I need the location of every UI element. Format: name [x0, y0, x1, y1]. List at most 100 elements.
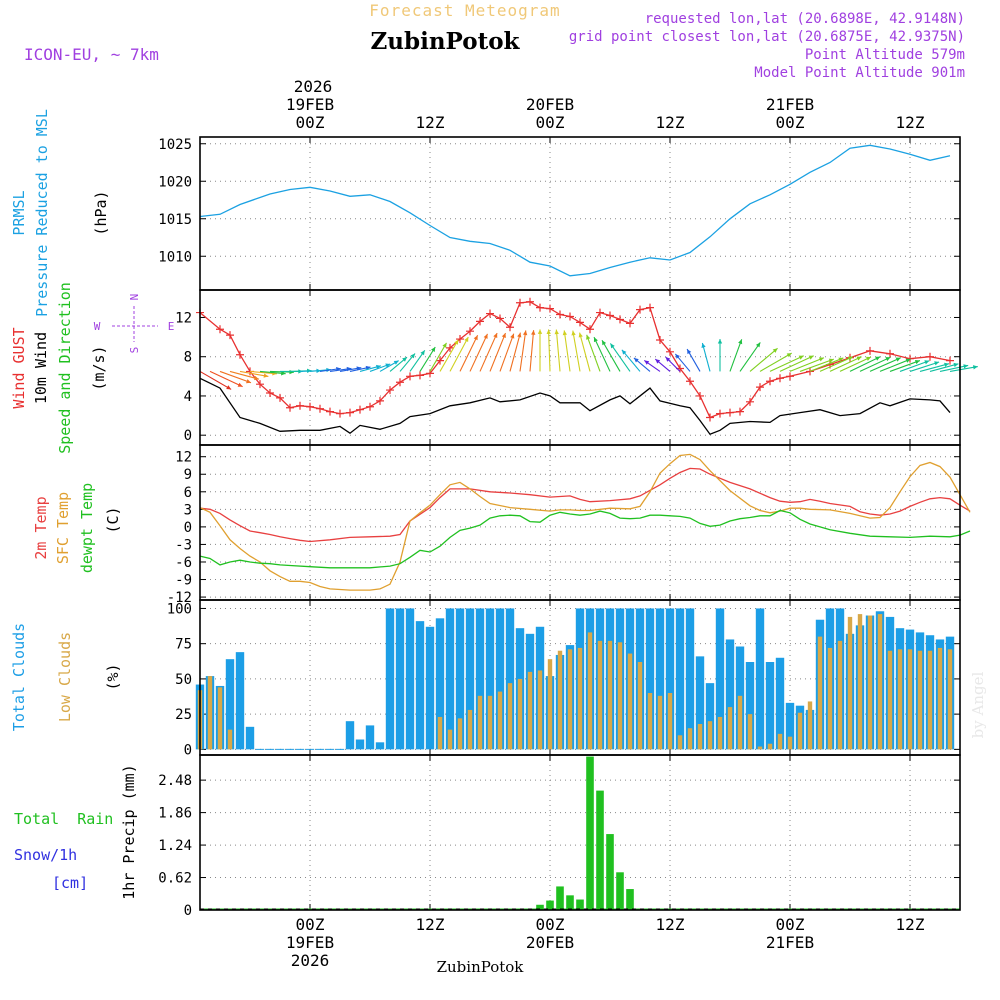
- gust-marker: [726, 408, 734, 417]
- total-cloud-bar: [495, 608, 505, 750]
- wind-arrow-head: [375, 364, 381, 370]
- wind-arrow-head: [571, 330, 576, 336]
- wind-arrow-head: [856, 356, 862, 361]
- wind-arrow: [547, 329, 551, 372]
- low-cloud-bar: [467, 709, 473, 750]
- total-cloud-bar: [715, 608, 725, 750]
- low-cloud-bar: [747, 714, 753, 750]
- panel-2: -12-9 -6 -30 36 912: [167, 444, 971, 606]
- panel-frame: [199, 289, 961, 446]
- wind-arrow-head: [246, 379, 252, 384]
- gust-marker: [906, 354, 914, 363]
- y-tick-label: 2.48: [158, 773, 192, 789]
- low-cloud-bar: [697, 724, 703, 750]
- gust-marker: [226, 331, 234, 340]
- y-tick-label: 8: [184, 350, 192, 366]
- wind-arrow-head: [934, 361, 940, 366]
- total-cloud-bar: [775, 657, 785, 750]
- low-cloud-bar: [717, 716, 723, 750]
- top-date-label: 21FEB: [766, 95, 814, 114]
- point-altitude: Point Altitude 579m: [805, 47, 965, 63]
- low-cloud-bar: [677, 735, 683, 750]
- gust-marker: [746, 397, 754, 406]
- series-line-wind-gust: [199, 301, 951, 419]
- wind-arrow-head: [226, 385, 232, 390]
- wind-arrow-head: [554, 329, 559, 335]
- gust-marker: [506, 323, 514, 332]
- y-tick-label: 3: [184, 502, 192, 518]
- wind-arrow: [586, 334, 601, 372]
- gust-marker: [576, 318, 584, 327]
- total-cloud-bar: [435, 618, 445, 750]
- y-tick-label: 1020: [158, 174, 192, 190]
- low-cloud-bar: [837, 640, 843, 750]
- precip-bar: [576, 899, 584, 910]
- compass-e: E: [168, 320, 175, 333]
- y-tick-label: 0: [184, 742, 192, 758]
- gust-marker: [766, 377, 774, 386]
- wind-arrow-head: [655, 359, 661, 364]
- low-cloud-bar: [777, 733, 783, 750]
- wind-arrow: [809, 357, 844, 372]
- total-cloud-bar: [675, 608, 685, 750]
- low-cloud-bar: [597, 640, 603, 750]
- requested-point: requested lon,lat (20.6898E, 42.9148N): [645, 11, 965, 27]
- series-line-dewpt-temp: [199, 509, 971, 569]
- low-cloud-bar: [847, 616, 853, 750]
- wind-arrow: [459, 335, 479, 372]
- wind-arrow: [509, 332, 521, 372]
- wind-arrow-head: [924, 360, 930, 365]
- wind-arrow-head: [501, 333, 506, 339]
- wind-gust-label: Wind GUST: [10, 327, 28, 408]
- gust-marker: [376, 396, 384, 405]
- wind-arrow-head: [402, 357, 408, 362]
- wind-arrow: [949, 365, 978, 372]
- wind-arrow: [919, 363, 950, 372]
- wind-arrow-head: [593, 337, 598, 343]
- wind-unit-label: (m/s): [90, 345, 108, 390]
- panel-3: 0 25 50 75 100: [167, 599, 961, 758]
- wind-arrow-head: [738, 339, 743, 345]
- total-cloud-bar: [755, 608, 765, 750]
- low-cloud-bar: [217, 687, 223, 750]
- low-cloud-bar: [447, 729, 453, 750]
- bottom-hour-label: 00Z: [296, 915, 325, 934]
- low-cloud-bar: [537, 670, 543, 750]
- wind-arrow-head: [875, 356, 881, 361]
- total-cloud-bar: [745, 662, 755, 750]
- wind-arrow-head: [431, 347, 436, 352]
- low-cloud-bar: [587, 632, 593, 750]
- wind-arrow: [489, 332, 507, 372]
- wind-arrow: [701, 342, 711, 372]
- gust-marker: [616, 315, 624, 324]
- low-clouds-label: Low Clouds: [56, 632, 74, 722]
- gust-marker: [286, 403, 294, 412]
- gust-marker: [786, 372, 794, 381]
- gust-marker: [596, 308, 604, 317]
- total-cloud-bar: [425, 626, 435, 750]
- gust-marker: [606, 311, 614, 320]
- y-tick-label: 6: [184, 485, 192, 501]
- year-bottom: 2026: [291, 951, 330, 970]
- model-altitude: Model Point Altitude 901m: [754, 65, 965, 81]
- gust-marker: [926, 352, 934, 361]
- wind-arrow-head: [963, 364, 969, 369]
- gust-marker: [546, 304, 554, 313]
- low-cloud-bar: [737, 695, 743, 750]
- gust-marker: [626, 319, 634, 328]
- gust-marker: [336, 409, 344, 418]
- y-tick-label: -6: [175, 555, 192, 571]
- wind-arrow: [479, 332, 498, 372]
- total-cloud-bar: [655, 608, 665, 750]
- prmsl-unit-label: (hPa): [92, 190, 110, 235]
- total-cloud-bar: [395, 608, 405, 750]
- total-cloud-bar: [465, 608, 475, 750]
- y-tick-label: 1010: [158, 249, 192, 265]
- wind-arrow: [869, 357, 901, 372]
- wind-arrow-head: [818, 357, 824, 362]
- low-cloud-bar: [787, 736, 793, 750]
- gust-marker: [886, 349, 894, 358]
- gust-marker: [436, 356, 444, 365]
- y-tick-label: 12: [175, 310, 192, 326]
- wind-arrow-head: [905, 358, 911, 363]
